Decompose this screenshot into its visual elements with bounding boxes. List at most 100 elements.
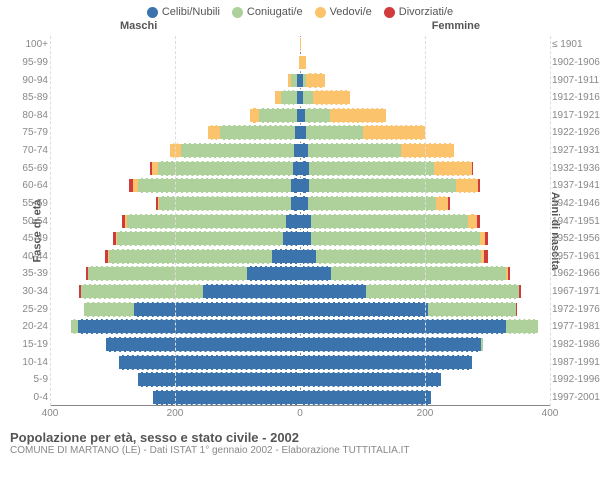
bar-segment [308,143,402,158]
legend-label: Coniugati/e [247,6,303,18]
bar-segment [506,319,537,334]
birth-year-label: 1912-1916 [552,92,600,103]
bar-segment [283,231,301,246]
header-male: Maschi [120,20,157,32]
bar-segment [508,266,510,281]
birth-year-label: 1947-1951 [552,216,600,227]
legend-dot-icon [232,7,243,18]
bar-segment [300,284,366,299]
bar-area [50,302,550,317]
bar-segment [208,125,221,140]
bar-segment [134,302,300,317]
bar-segment [472,161,473,176]
bar-segment [158,161,292,176]
age-label: 0-4 [8,392,48,403]
pyramid-row: 80-841917-1921 [50,107,550,125]
bar-area [50,143,550,158]
bar-segment [366,284,519,299]
pyramid-row: 100+≤ 1901 [50,36,550,54]
column-headers: Maschi Femmine [0,20,600,36]
birth-year-label: 1997-2001 [552,392,600,403]
bar-segment [247,266,300,281]
bar-segment [305,108,330,123]
x-tick-label: 200 [417,408,434,419]
bar-segment [306,73,325,88]
x-axis: 4002000200400 [50,405,550,426]
bar-area [50,178,550,193]
age-label: 20-24 [8,321,48,332]
bar-segment [300,390,431,405]
birth-year-label: 1992-1996 [552,374,600,385]
age-label: 70-74 [8,145,48,156]
pyramid-row: 35-391962-1966 [50,265,550,283]
bar-segment [309,178,456,193]
bar-segment [434,161,472,176]
bar-segment [127,214,286,229]
pyramid-row: 0-41997-2001 [50,389,550,407]
birth-year-label: 1967-1971 [552,286,600,297]
x-tick-label: 200 [167,408,184,419]
pyramid-row: 10-141987-1991 [50,353,550,371]
pyramid-row: 75-791922-1926 [50,124,550,142]
legend-item: Celibi/Nubili [147,6,220,18]
bar-segment [311,231,480,246]
bar-segment [330,108,386,123]
legend-item: Coniugati/e [232,6,303,18]
bar-segment [519,284,521,299]
legend-label: Vedovi/e [330,6,372,18]
bar-segment [71,319,79,334]
age-label: 65-69 [8,163,48,174]
bar-segment [311,214,467,229]
bar-segment [436,196,449,211]
bar-segment [478,178,480,193]
bar-segment [428,302,516,317]
bar-segment [88,266,247,281]
legend-item: Vedovi/e [315,6,372,18]
bar-area [50,390,550,405]
age-label: 10-14 [8,357,48,368]
age-label: 75-79 [8,127,48,138]
bar-segment [300,319,506,334]
bar-segment [259,108,297,123]
birth-year-label: 1952-1956 [552,233,600,244]
birth-year-label: 1937-1941 [552,180,600,191]
bar-segment [286,214,300,229]
bar-segment [401,143,454,158]
grid-line [425,36,426,406]
bar-segment [117,231,283,246]
header-female: Femmine [432,20,480,32]
bar-area [50,161,550,176]
bar-segment [281,90,297,105]
bar-area [50,125,550,140]
bar-segment [477,214,480,229]
bar-segment [300,249,316,264]
birth-year-label: 1972-1976 [552,304,600,315]
pyramid-row: 25-291972-1976 [50,300,550,318]
bar-area [50,284,550,299]
bar-segment [250,108,259,123]
bar-segment [308,196,436,211]
bar-segment [84,302,134,317]
legend-dot-icon [147,7,158,18]
bar-segment [300,55,306,70]
pyramid-row: 45-491952-1956 [50,230,550,248]
grid-line [175,36,176,406]
age-label: 40-44 [8,251,48,262]
bar-area [50,90,550,105]
bar-segment [448,196,450,211]
bar-segment [303,90,312,105]
age-label: 5-9 [8,374,48,385]
bar-segment [300,196,308,211]
birth-year-label: 1977-1981 [552,321,600,332]
age-label: 95-99 [8,57,48,68]
birth-year-label: 1907-1911 [552,75,600,86]
pyramid-row: 70-741927-1931 [50,142,550,160]
bar-segment [300,161,309,176]
age-label: 15-19 [8,339,48,350]
bar-segment [313,90,351,105]
bar-area [50,319,550,334]
bar-segment [138,372,301,387]
pyramid-row: 85-891912-1916 [50,89,550,107]
bar-area [50,73,550,88]
plot-area: Fasce di età Anni di nascita 100+≤ 19019… [50,36,550,426]
